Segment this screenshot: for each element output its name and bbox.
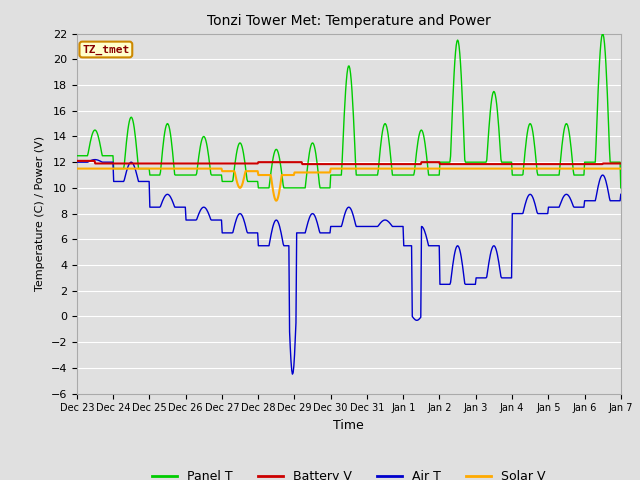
Air T <box>285 243 292 249</box>
Panel T <box>73 153 81 158</box>
Panel T <box>617 185 625 191</box>
Panel T <box>406 172 413 178</box>
Solar V <box>137 166 145 171</box>
Air T <box>237 212 245 217</box>
Solar V <box>264 172 271 178</box>
Panel T <box>137 166 145 171</box>
Air T <box>264 243 272 249</box>
Line: Panel T: Panel T <box>77 34 621 188</box>
Panel T <box>285 185 292 191</box>
Solar V <box>406 166 413 171</box>
Battery V <box>73 158 81 164</box>
Panel T <box>255 185 262 191</box>
Panel T <box>237 140 244 146</box>
Legend: Panel T, Battery V, Air T, Solar V: Panel T, Battery V, Air T, Solar V <box>147 465 550 480</box>
Title: Tonzi Tower Met: Temperature and Power: Tonzi Tower Met: Temperature and Power <box>207 14 491 28</box>
Battery V <box>237 161 244 167</box>
Battery V <box>298 161 306 167</box>
Line: Solar V: Solar V <box>77 168 621 201</box>
Line: Battery V: Battery V <box>77 161 621 164</box>
X-axis label: Time: Time <box>333 419 364 432</box>
Solar V <box>285 172 292 178</box>
Panel T <box>598 31 606 37</box>
Battery V <box>284 159 292 165</box>
Solar V <box>73 166 81 171</box>
Air T <box>406 243 414 249</box>
Y-axis label: Temperature (C) / Power (V): Temperature (C) / Power (V) <box>35 136 45 291</box>
Battery V <box>264 159 271 165</box>
Air T <box>617 192 625 197</box>
Line: Air T: Air T <box>77 160 621 374</box>
Solar V <box>617 166 625 171</box>
Solar V <box>237 185 244 191</box>
Battery V <box>406 161 413 167</box>
Battery V <box>436 161 444 167</box>
Solar V <box>272 198 280 204</box>
Air T <box>92 157 99 163</box>
Text: TZ_tmet: TZ_tmet <box>82 44 129 55</box>
Panel T <box>264 185 272 191</box>
Panel T <box>436 159 444 165</box>
Battery V <box>617 161 625 167</box>
Air T <box>437 281 445 287</box>
Solar V <box>436 166 444 171</box>
Air T <box>73 159 81 165</box>
Battery V <box>137 161 145 167</box>
Air T <box>138 179 145 184</box>
Air T <box>289 371 296 377</box>
